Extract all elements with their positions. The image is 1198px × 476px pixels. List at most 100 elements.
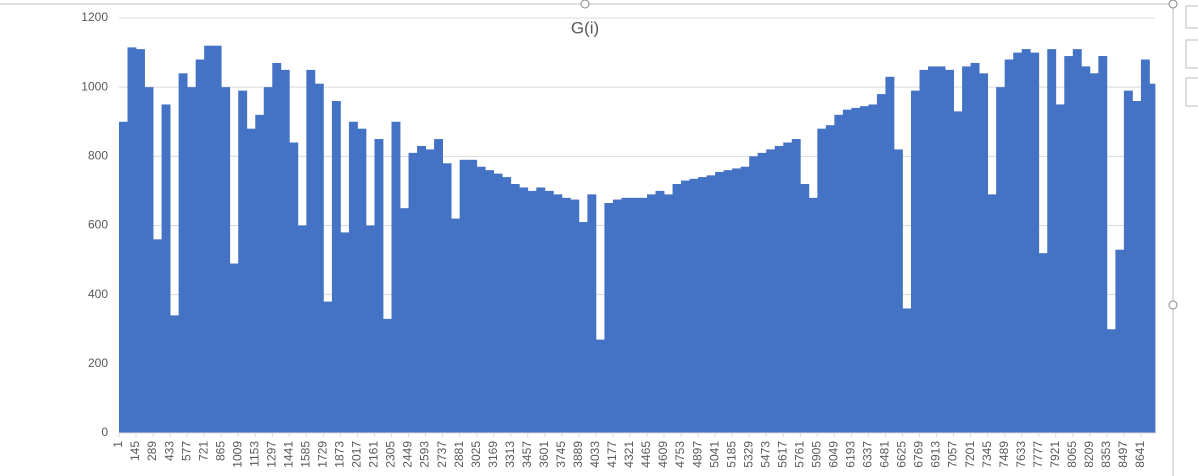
bar <box>834 114 844 433</box>
bar <box>425 149 435 433</box>
bar <box>698 177 708 433</box>
x-tick-label: 2881 <box>452 441 466 468</box>
bar <box>621 197 631 433</box>
x-tick-label: 7345 <box>980 441 994 468</box>
x-tick-label: 6481 <box>878 441 892 468</box>
resize-handle[interactable] <box>1168 300 1178 310</box>
bar <box>127 47 137 433</box>
x-tick-label: 1153 <box>247 441 261 467</box>
bar <box>1021 49 1031 433</box>
x-tick-label: 1 <box>111 441 125 448</box>
x-tick-label: 8065 <box>1065 441 1079 468</box>
bar <box>400 208 409 433</box>
bar <box>578 222 588 433</box>
bar <box>910 90 920 433</box>
x-tick-label: 721 <box>196 441 210 461</box>
x-tick-label: 6337 <box>861 441 875 468</box>
bar <box>229 263 239 433</box>
x-tick-label: 7057 <box>946 441 960 468</box>
y-tick-label: 0 <box>101 425 108 439</box>
bar <box>280 69 290 433</box>
bar <box>936 66 946 434</box>
bar <box>536 187 546 433</box>
x-tick-label: 7777 <box>1031 441 1045 468</box>
x-tick-label: 5185 <box>724 441 738 468</box>
x-tick-label: 6769 <box>912 441 926 468</box>
bar <box>161 104 171 433</box>
bar <box>561 197 571 433</box>
bar <box>962 66 972 434</box>
x-tick-label: 3313 <box>503 441 517 468</box>
bar <box>885 76 895 434</box>
bar <box>774 145 784 434</box>
bar <box>187 87 197 434</box>
x-tick-label: 5617 <box>775 441 789 468</box>
y-tick-label: 400 <box>88 287 108 301</box>
chart-elements-button[interactable] <box>1185 5 1198 29</box>
bar <box>382 318 392 433</box>
bar <box>519 187 529 433</box>
bar <box>544 190 554 433</box>
x-tick-label: 7201 <box>963 441 977 468</box>
bar <box>502 177 512 433</box>
bar <box>1047 49 1057 433</box>
bar <box>681 180 690 433</box>
x-tick-label: 2737 <box>435 441 449 468</box>
x-tick-label: 3169 <box>486 441 500 468</box>
bar <box>715 171 725 434</box>
x-tick-label: 6625 <box>895 441 909 468</box>
bar <box>800 184 810 433</box>
bar <box>1072 49 1082 433</box>
bar <box>485 170 495 433</box>
resize-handle[interactable] <box>1168 0 1178 9</box>
chart-title: G(i) <box>571 18 599 37</box>
bar <box>604 203 614 433</box>
bar <box>204 45 214 434</box>
bar <box>953 111 963 433</box>
bar <box>459 159 469 433</box>
x-tick-label: 7633 <box>1014 441 1028 468</box>
bar <box>1115 249 1125 433</box>
bar <box>178 73 188 433</box>
bar <box>740 166 750 434</box>
bar <box>1149 83 1156 433</box>
chart-filters-button[interactable] <box>1185 77 1198 107</box>
bar <box>595 339 605 433</box>
y-tick-label: 600 <box>88 218 108 232</box>
x-tick-label: 1441 <box>281 441 295 468</box>
chart-styles-button[interactable] <box>1185 39 1198 69</box>
bar <box>902 308 912 433</box>
bar <box>1030 52 1040 433</box>
bar <box>289 142 299 433</box>
bar <box>825 125 835 433</box>
bar <box>842 109 852 433</box>
bar <box>689 178 699 433</box>
x-tick-label: 3457 <box>520 441 534 468</box>
resize-handle[interactable] <box>580 0 590 9</box>
bar <box>919 69 929 433</box>
bar <box>638 197 648 433</box>
x-tick-label: 4753 <box>673 441 687 468</box>
bar <box>340 232 350 433</box>
x-tick-label: 8353 <box>1099 441 1113 468</box>
x-tick-label: 6193 <box>844 441 858 468</box>
bar <box>331 101 341 433</box>
x-tick-label: 8209 <box>1082 441 1096 468</box>
bar <box>238 90 248 433</box>
bar <box>664 194 673 433</box>
bar <box>1013 52 1023 433</box>
bar <box>374 139 384 433</box>
x-tick-label: 577 <box>179 441 193 461</box>
bar <box>255 114 265 433</box>
x-tick-label: 145 <box>128 441 142 461</box>
bar <box>510 184 520 433</box>
bar <box>859 106 869 433</box>
bar <box>493 173 503 433</box>
bar <box>1106 329 1116 433</box>
x-tick-label: 5905 <box>809 441 823 468</box>
bar <box>570 199 580 433</box>
bar <box>153 239 162 433</box>
plot-area: 0 200 400 600 800 1000 1200 1 145 289 433 577 721 865… <box>81 10 1156 468</box>
x-tick-label: 2593 <box>418 441 432 468</box>
x-tick-label: 865 <box>213 441 227 461</box>
